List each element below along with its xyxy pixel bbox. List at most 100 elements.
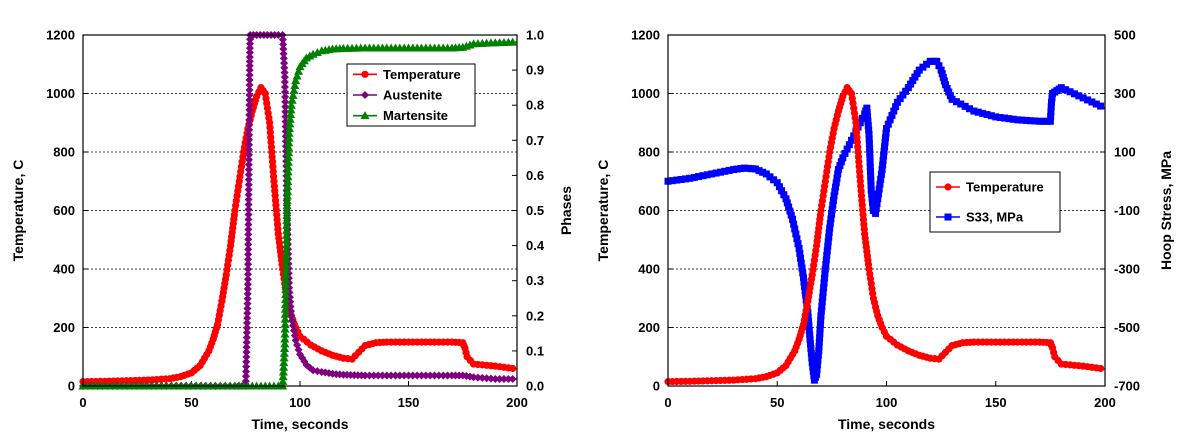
- data-point: [242, 348, 251, 357]
- data-point: [286, 100, 296, 109]
- y-tick-label: 400: [638, 262, 660, 277]
- data-point: [828, 206, 836, 214]
- data-point: [242, 333, 251, 342]
- data-point: [245, 44, 254, 53]
- data-point: [1018, 116, 1026, 124]
- data-point: [508, 374, 517, 383]
- y-axis-title: Temperature, C: [10, 160, 26, 262]
- data-point: [877, 175, 885, 183]
- data-point: [244, 215, 253, 224]
- data-point: [785, 203, 793, 211]
- data-point: [866, 168, 874, 175]
- data-point: [673, 176, 681, 184]
- data-point: [284, 148, 294, 157]
- y2-tick-label: 0.0: [526, 379, 544, 394]
- data-point: [243, 318, 252, 327]
- data-point: [886, 116, 894, 124]
- data-point: [282, 201, 292, 210]
- data-point: [284, 133, 294, 142]
- data-point: [245, 120, 254, 129]
- y2-tick-label: 0.1: [526, 343, 544, 358]
- y-tick-label: 600: [53, 203, 75, 218]
- data-point: [970, 107, 978, 115]
- data-point: [1047, 98, 1055, 106]
- data-point: [280, 304, 290, 313]
- data-point: [404, 371, 413, 380]
- data-point: [290, 81, 300, 90]
- data-point: [882, 129, 890, 137]
- series-temperature: [664, 84, 1106, 386]
- data-point: [819, 288, 827, 296]
- data-point: [242, 362, 251, 371]
- data-point: [283, 162, 293, 171]
- data-point: [244, 230, 253, 239]
- data-point: [836, 162, 844, 170]
- legend-marker: [944, 213, 952, 221]
- data-point: [280, 63, 289, 72]
- data-point: [281, 102, 290, 111]
- data-point: [780, 191, 788, 199]
- data-point: [992, 113, 1000, 121]
- data-point: [290, 331, 299, 340]
- y2-tick-label: 0.6: [526, 168, 544, 183]
- data-point: [814, 356, 822, 364]
- data-point: [279, 54, 288, 63]
- data-point: [1043, 117, 1051, 125]
- data-point: [915, 66, 923, 74]
- data-point: [813, 370, 821, 378]
- data-point: [823, 251, 831, 259]
- data-point: [686, 174, 694, 182]
- data-point: [1097, 364, 1105, 373]
- data-point: [820, 279, 828, 287]
- data-point: [708, 170, 716, 178]
- data-point: [778, 187, 786, 195]
- data-point: [864, 113, 872, 121]
- data-point: [1046, 117, 1054, 125]
- data-point: [279, 362, 289, 371]
- data-point: [281, 294, 291, 303]
- y2-tick-label: 500: [1114, 28, 1136, 43]
- data-point: [245, 130, 254, 139]
- data-point: [793, 235, 801, 243]
- data-point: [866, 144, 874, 152]
- data-point: [245, 125, 254, 134]
- data-point: [712, 169, 720, 177]
- data-point: [282, 220, 292, 229]
- data-point: [281, 92, 290, 101]
- data-point: [945, 88, 953, 96]
- data-point: [281, 275, 291, 284]
- data-point: [243, 275, 252, 284]
- data-point: [825, 229, 833, 237]
- data-point: [966, 105, 974, 113]
- data-point: [241, 372, 250, 381]
- data-point: [1057, 84, 1065, 92]
- data-point: [883, 125, 890, 133]
- data-point: [801, 287, 809, 295]
- data-point: [806, 340, 814, 348]
- data-point: [289, 85, 299, 94]
- data-point: [244, 170, 253, 179]
- data-point: [285, 119, 295, 128]
- y-tick-label: 0: [68, 379, 75, 394]
- data-point: [913, 70, 921, 78]
- data-point: [426, 371, 435, 380]
- data-point: [1009, 115, 1017, 123]
- data-point: [804, 313, 812, 321]
- data-point: [369, 371, 378, 380]
- data-point: [816, 325, 824, 333]
- data-point: [280, 83, 289, 91]
- data-point: [280, 329, 290, 338]
- data-point: [805, 326, 813, 334]
- data-point: [957, 100, 965, 108]
- data-point: [867, 172, 875, 180]
- data-point: [1084, 96, 1092, 104]
- data-point: [799, 274, 807, 282]
- data-point: [815, 343, 823, 351]
- data-point: [282, 191, 292, 200]
- data-point: [1079, 94, 1087, 102]
- data-point: [798, 264, 806, 272]
- data-point: [1097, 102, 1105, 110]
- data-point: [805, 322, 813, 330]
- data-point: [285, 124, 295, 133]
- data-point: [791, 225, 799, 233]
